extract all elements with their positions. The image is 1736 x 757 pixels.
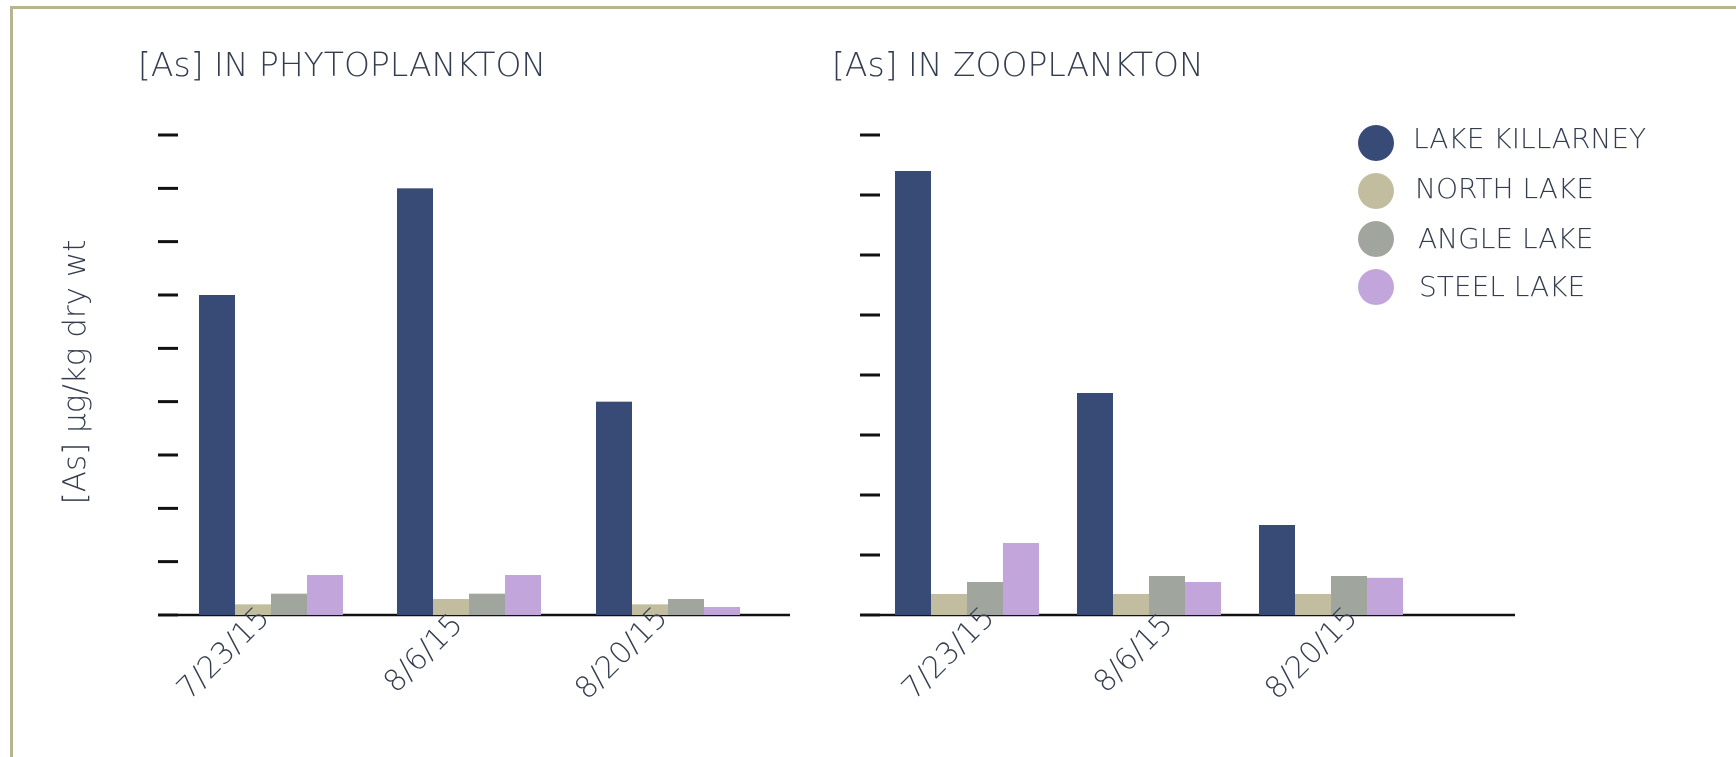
zoo-bar-steel-lake xyxy=(1367,577,1403,615)
zoo-bar-north-lake xyxy=(1295,594,1331,615)
phyto-bar-lake-killarney xyxy=(397,188,433,616)
phyto-x-tick-label: 8/6/15 xyxy=(377,607,470,700)
legend-label-steel-lake: STEEL LAKE xyxy=(1419,270,1585,303)
legend-swatch-lake-killarney xyxy=(1358,125,1394,161)
legend-swatch-north-lake xyxy=(1358,173,1394,209)
phyto-bar-steel-lake xyxy=(704,607,740,615)
zoo-title: [As] IN ZOOPLANKTON xyxy=(832,45,1204,84)
legend-label-lake-killarney: LAKE KILLARNEY xyxy=(1413,122,1646,155)
phyto-bar-lake-killarney xyxy=(199,295,235,615)
legend: LAKE KILLARNEY NORTH LAKE ANGLE LAKE STE… xyxy=(1358,122,1646,305)
zoo-bar-steel-lake xyxy=(1003,543,1039,615)
legend-label-angle-lake: ANGLE LAKE xyxy=(1418,222,1593,255)
phyto-title: [As] IN PHYTOPLANKTON xyxy=(138,45,546,84)
phyto-bar-lake-killarney xyxy=(596,401,632,615)
zoo-bar-lake-killarney xyxy=(895,171,931,615)
zoo-bar-lake-killarney xyxy=(1259,525,1295,615)
legend-swatch-angle-lake xyxy=(1358,221,1394,257)
zoo-bar-angle-lake xyxy=(967,582,1003,615)
phyto-bar-north-lake xyxy=(632,604,668,615)
legend-swatch-steel-lake xyxy=(1358,269,1394,305)
phyto-bar-north-lake xyxy=(235,604,271,615)
phyto-bar-steel-lake xyxy=(505,575,541,615)
legend-label-north-lake: NORTH LAKE xyxy=(1415,172,1594,205)
phyto-bar-north-lake xyxy=(433,599,469,615)
phyto-bar-steel-lake xyxy=(307,575,343,615)
phyto-bar-angle-lake xyxy=(668,599,704,615)
zoo-x-tick-label: 8/6/15 xyxy=(1087,607,1180,700)
y-axis-label: [As] µg/kg dry wt xyxy=(57,240,93,505)
zoo-bar-steel-lake xyxy=(1185,582,1221,615)
zoo-bar-north-lake xyxy=(1113,594,1149,615)
zoo-bar-lake-killarney xyxy=(1077,393,1113,615)
chart-frame xyxy=(10,6,1736,757)
zoo-bar-angle-lake xyxy=(1331,576,1367,615)
zoo-bar-angle-lake xyxy=(1149,576,1185,615)
zoo-bar-north-lake xyxy=(931,594,967,615)
phyto-bar-angle-lake xyxy=(271,593,307,615)
phyto-bar-angle-lake xyxy=(469,593,505,615)
